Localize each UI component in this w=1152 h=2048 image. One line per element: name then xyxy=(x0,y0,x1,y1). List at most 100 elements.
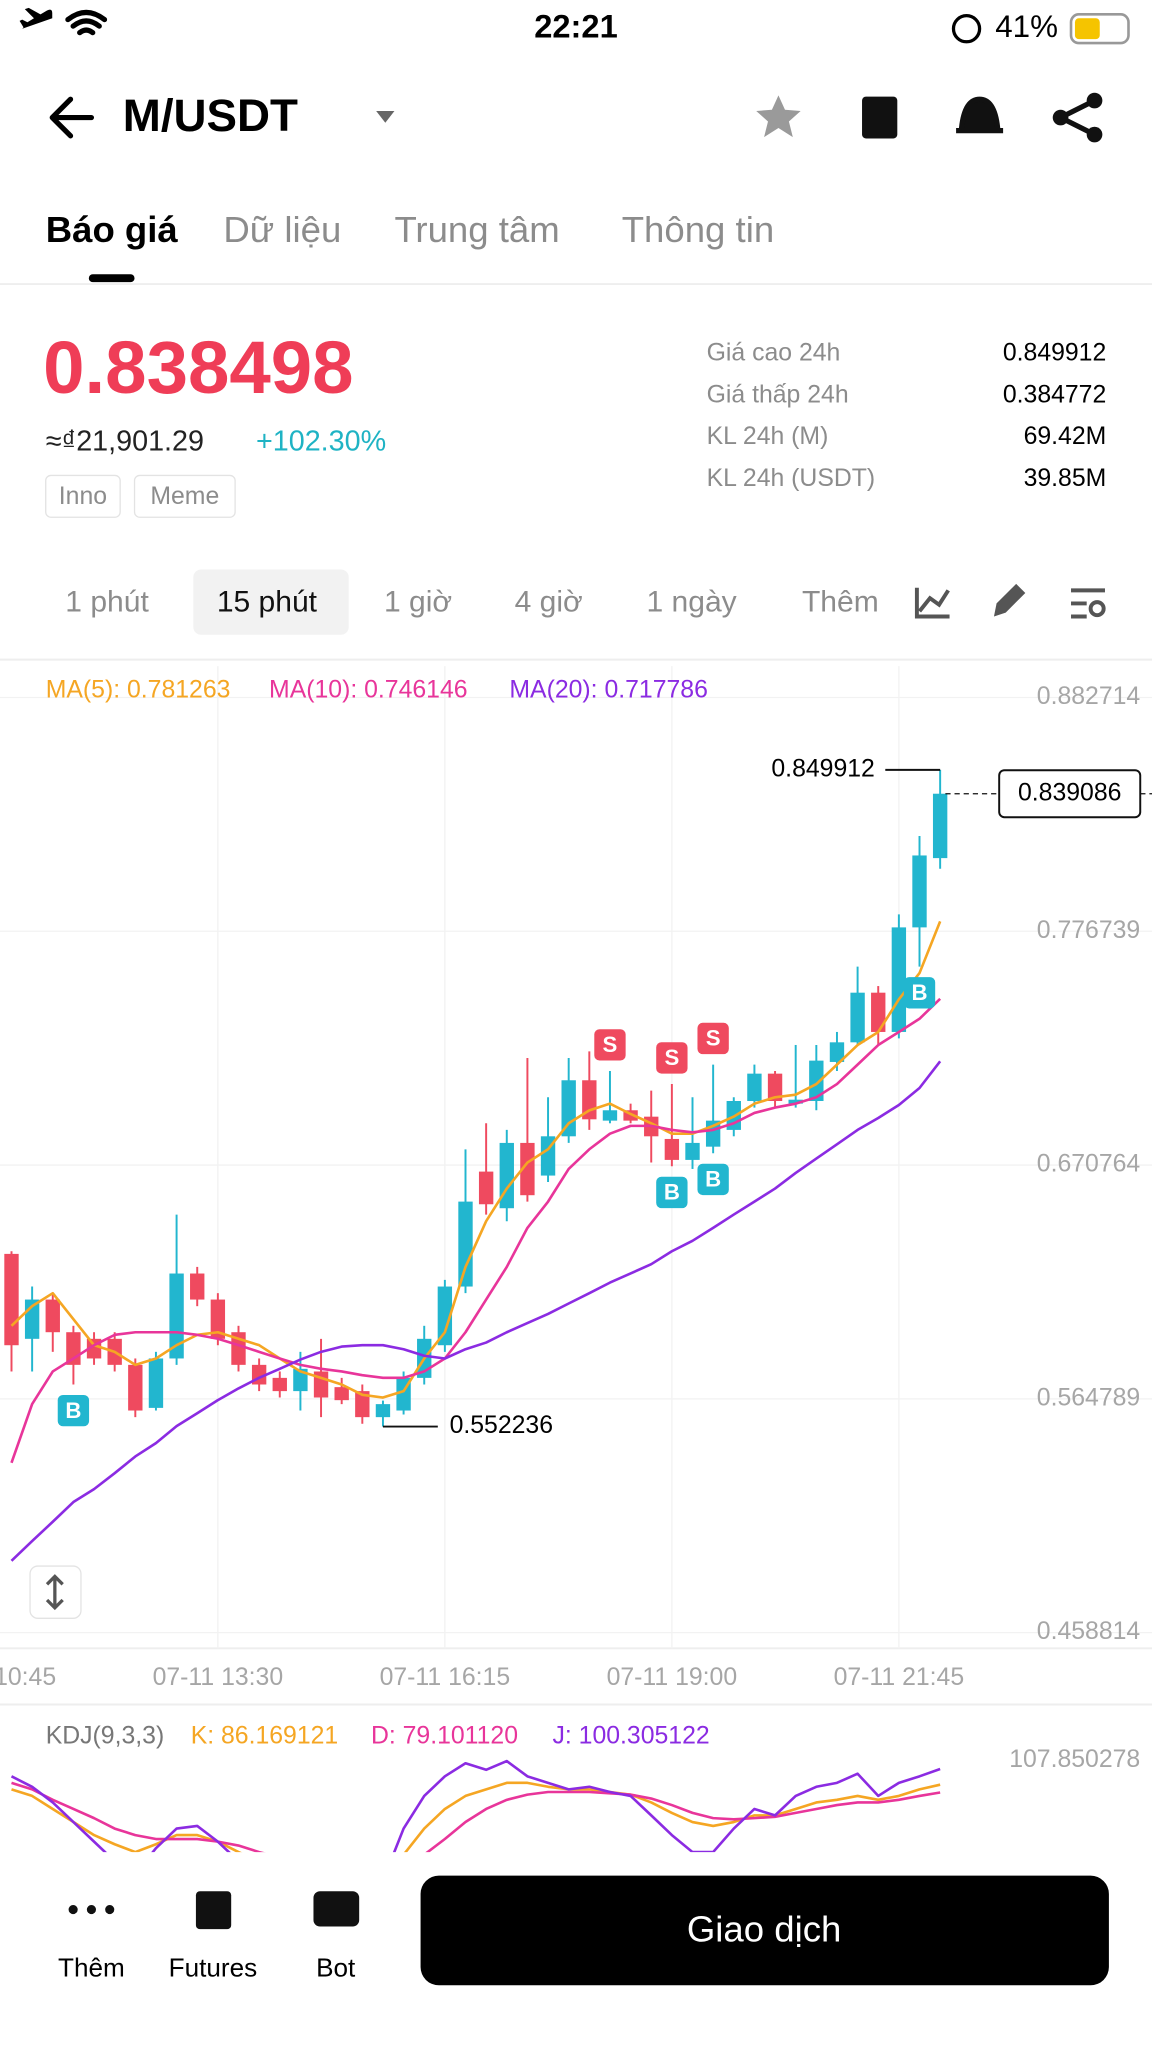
interval[interactable]: 4 giờ xyxy=(515,585,583,618)
x-tick-label: 07-11 19:00 xyxy=(607,1664,738,1691)
high-label: 0.849912 xyxy=(771,755,874,782)
interval[interactable]: 1 giờ xyxy=(384,585,452,618)
price-block: 0.838498 ≈₫21,901.29 +102.30% Inno Meme xyxy=(43,326,386,518)
nav-item[interactable]: Futures xyxy=(169,1953,258,1983)
indicator-line xyxy=(10,920,942,1399)
candle-body xyxy=(148,1358,164,1408)
indicator-title: KDJ(9,3,3) xyxy=(46,1723,165,1750)
trade-button-label[interactable]: Giao dịch xyxy=(687,1908,841,1949)
candle-body xyxy=(767,1073,783,1102)
scale-icon xyxy=(45,1574,64,1611)
legend-entry: MA(20): 0.717786 xyxy=(509,676,708,703)
last-price-label: 0.839086 xyxy=(1018,779,1121,806)
signal-label: B xyxy=(65,1398,81,1423)
tab-indicator xyxy=(88,274,135,283)
x-tick-label: 07-11 21:45 xyxy=(834,1664,965,1691)
candle-body xyxy=(871,992,886,1032)
candle-body xyxy=(478,1171,494,1205)
more-icon xyxy=(68,1904,78,1915)
tab[interactable]: Báo giá xyxy=(46,209,179,250)
stats: Giá cao 24h 0.849912 Giá thấp 24h 0.3847… xyxy=(707,340,1107,492)
tag-box xyxy=(133,474,236,518)
legend-entry: MA(5): 0.781263 xyxy=(46,676,231,703)
price-change: +102.30% xyxy=(256,425,386,457)
legend-entry: K: 86.169121 xyxy=(191,1723,339,1750)
signal-badge xyxy=(697,1163,729,1196)
tag-box xyxy=(45,474,121,518)
candle-body xyxy=(458,1201,473,1287)
signal-badge xyxy=(656,1176,688,1209)
pair-dropdown[interactable] xyxy=(376,111,395,123)
interval[interactable]: 1 ngày xyxy=(647,585,737,618)
fiat-price: ≈₫21,901.29 xyxy=(46,425,204,457)
candle-body xyxy=(809,1060,824,1102)
kdj-chart: 107.850278 KDJ(9,3,3) K: 86.169121 D: 79.10… xyxy=(10,1723,1140,1853)
signal-badge xyxy=(594,1029,626,1061)
candle-body xyxy=(685,1142,700,1160)
signal-label: B xyxy=(705,1167,721,1192)
alert-button[interactable] xyxy=(956,96,1004,134)
tab[interactable]: Trung tâm xyxy=(394,209,559,250)
candle-body xyxy=(891,927,907,1032)
stat-value: 0.849912 xyxy=(1003,340,1106,367)
y-tick-label: 0.882714 xyxy=(1037,683,1141,710)
candle-body xyxy=(272,1377,287,1392)
stat-label: Giá cao 24h xyxy=(707,340,841,367)
settings-gear xyxy=(1088,600,1106,618)
price-chart: 0.458814 0.564789 0.670764 0.776739 0.882714… xyxy=(0,666,1152,1691)
draw-button[interactable] xyxy=(993,583,1026,617)
plot-area xyxy=(4,769,948,1562)
y-tick-label: 0.776739 xyxy=(1037,917,1140,944)
nav-item[interactable]: Thêm xyxy=(58,1953,125,1983)
nav-item[interactable]: Bot xyxy=(316,1953,356,1983)
signal-badge xyxy=(697,1022,729,1055)
candle-body xyxy=(334,1387,349,1401)
tab[interactable]: Dữ liệu xyxy=(223,209,341,250)
candle-body xyxy=(4,1253,19,1346)
interval[interactable]: 1 phút xyxy=(65,585,149,618)
rotation-lock-icon xyxy=(951,14,982,44)
back-button[interactable] xyxy=(49,96,95,139)
candle-body xyxy=(664,1138,680,1160)
candle-body xyxy=(602,1110,618,1121)
interval-bar: 1 phút 15 phút 1 giờ 4 giờ 1 ngày Thêm xyxy=(0,569,1152,661)
trade-button[interactable] xyxy=(420,1875,1109,1986)
tag: Meme xyxy=(150,483,219,510)
tab[interactable]: Thông tin xyxy=(622,209,774,250)
x-tick-label: 07-11 16:15 xyxy=(380,1664,511,1691)
interval[interactable]: Thêm xyxy=(802,585,879,618)
signal-badge xyxy=(656,1042,688,1074)
clock: 22:21 xyxy=(534,7,617,44)
legend-entry: D: 79.101120 xyxy=(371,1723,518,1750)
low-label: 0.552236 xyxy=(450,1412,553,1439)
notes-button[interactable] xyxy=(862,96,898,139)
candle-body xyxy=(190,1273,205,1300)
candle-body xyxy=(788,1099,803,1104)
chart-type-button[interactable] xyxy=(914,587,950,619)
candle-body xyxy=(293,1368,308,1392)
signal-badge xyxy=(57,1394,90,1427)
stat-label: Giá thấp 24h xyxy=(707,381,849,408)
stat-value: 39.85M xyxy=(1024,465,1107,492)
settings-button[interactable] xyxy=(1071,588,1105,619)
plot-area xyxy=(10,1759,941,1853)
candle-body xyxy=(169,1273,184,1359)
last-price-box xyxy=(998,769,1142,819)
interval[interactable]: 15 phút xyxy=(217,585,318,618)
more-icon xyxy=(86,1904,96,1915)
candle-body xyxy=(829,1042,845,1062)
candle-body xyxy=(437,1286,453,1346)
indicator-line xyxy=(10,997,942,1464)
battery-icon xyxy=(1069,13,1130,45)
x-tick-label: 07-11 10:45 xyxy=(0,1664,56,1691)
stat-value: 0.384772 xyxy=(1003,381,1106,408)
signal-label: S xyxy=(706,1026,721,1051)
pair-title[interactable]: M/USDT xyxy=(123,90,298,141)
candle-body xyxy=(747,1073,762,1102)
favorite-button[interactable] xyxy=(756,95,801,138)
share-dot xyxy=(1052,109,1069,126)
stat-label: KL 24h (USDT) xyxy=(707,465,876,492)
signal-label: B xyxy=(664,1180,680,1205)
candle-body xyxy=(375,1404,391,1418)
